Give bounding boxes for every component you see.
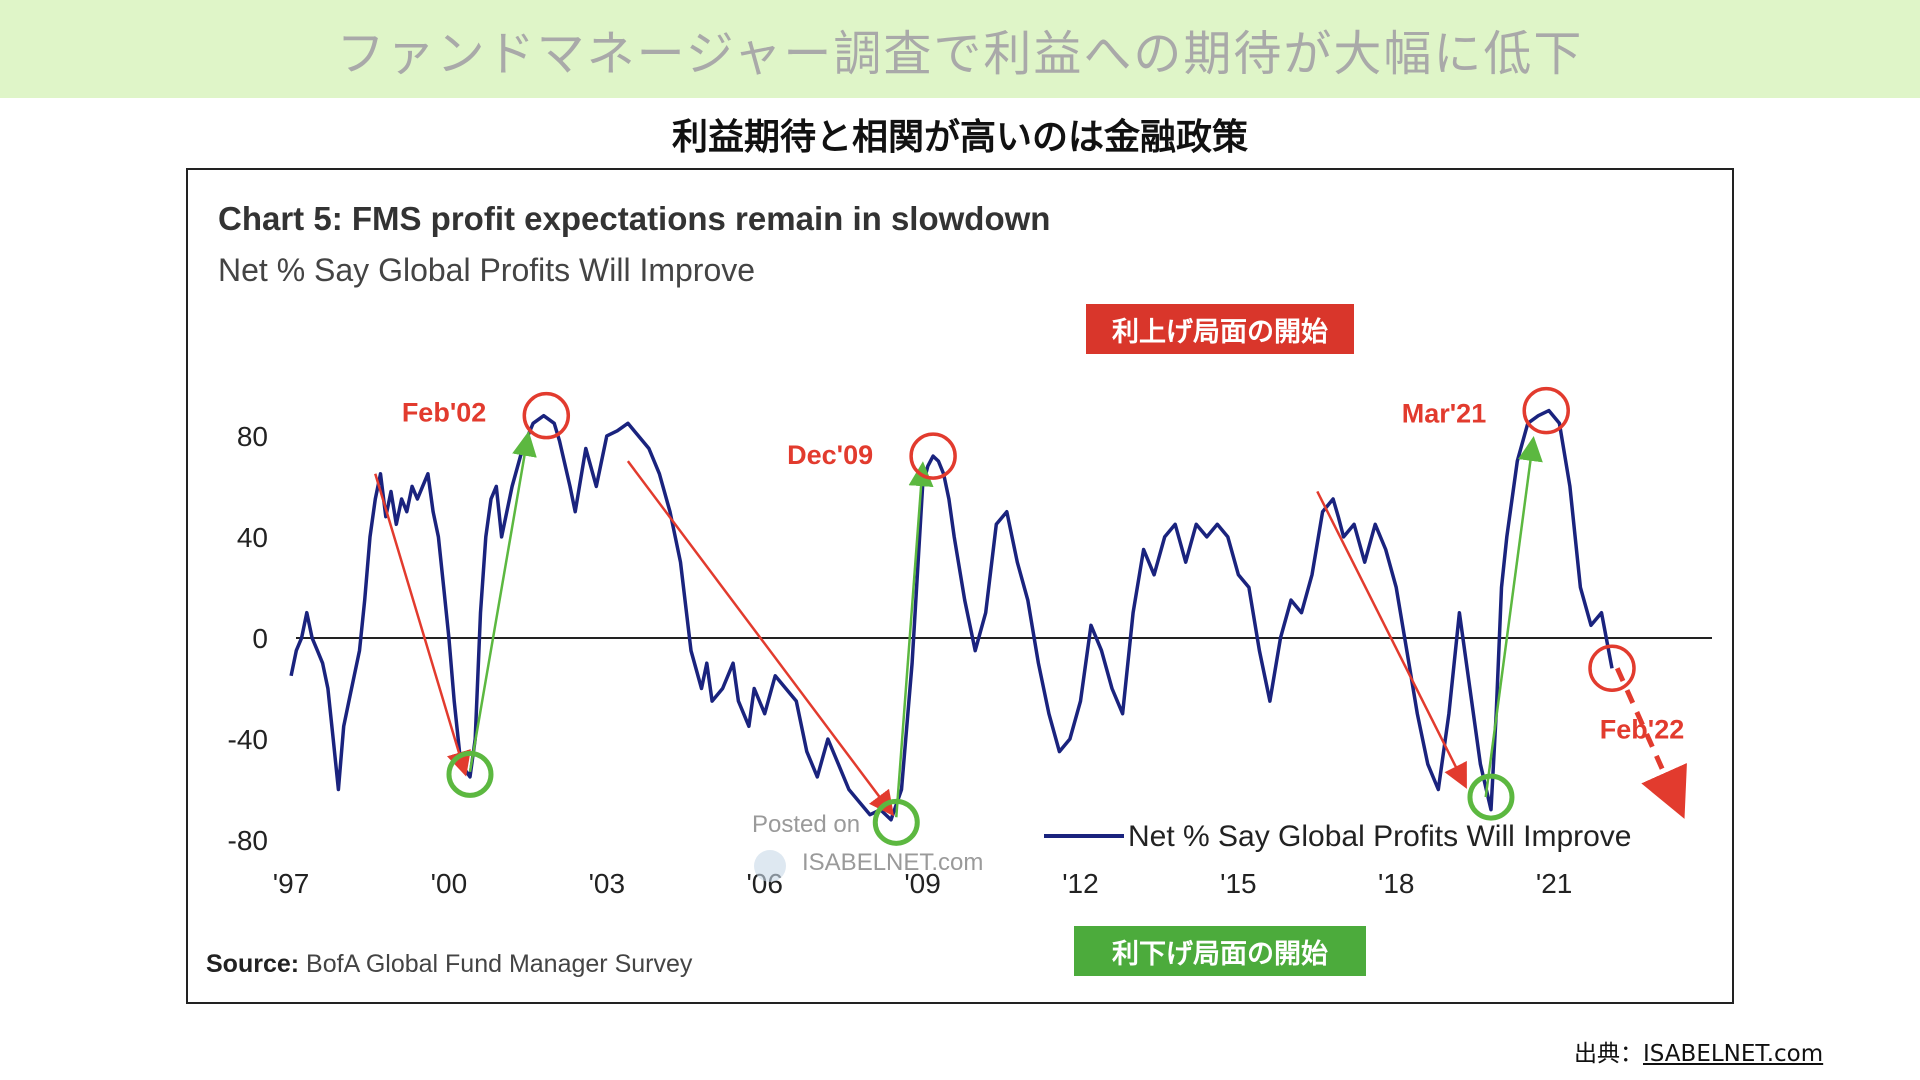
peak-marker: [522, 391, 571, 440]
legend-label: Net % Say Global Profits Will Improve: [1128, 820, 1631, 853]
projection-arrow: [1614, 667, 1687, 819]
peak-marker: [1522, 386, 1570, 435]
title-banner: ファンドマネージャー調査で利益への期待が大幅に低下: [0, 0, 1920, 98]
x-tick-label: '21: [1536, 868, 1573, 899]
chart-subtitle: Net % Say Global Profits Will Improve: [218, 252, 756, 288]
x-tick-label: '09: [904, 868, 941, 899]
watermark-site: ISABELNET.com: [802, 849, 983, 876]
decline-arrow: [374, 473, 471, 777]
source-text: BofA Global Fund Manager Survey: [306, 950, 693, 978]
rate-hike-start-tag: 利上げ局面の開始: [1086, 304, 1354, 354]
recovery-arrow: [1484, 435, 1543, 798]
x-tick-label: '12: [1062, 868, 1099, 899]
trough-marker: [1467, 773, 1515, 821]
page-subtitle: 利益期待と相関が高いのは金融政策: [671, 117, 1248, 158]
decline-arrow: [1316, 490, 1467, 789]
y-tick-label: 80: [237, 421, 268, 452]
watermark-globe-icon: [754, 850, 786, 882]
y-tick-label: 40: [237, 522, 268, 553]
annotation-label: Dec'09: [787, 440, 873, 470]
y-tick-label: -80: [228, 825, 268, 856]
recovery-arrow: [468, 430, 537, 773]
x-tick-label: '03: [589, 868, 626, 899]
annotation-label: Mar'21: [1402, 399, 1486, 429]
series-line: [289, 408, 1614, 822]
x-tick-label: '97: [273, 868, 310, 899]
watermark-posted: Posted on: [752, 811, 860, 838]
decline-arrow: [626, 460, 895, 817]
peak-marker: [909, 432, 957, 480]
chart-source: Source: BofA Global Fund Manager Survey: [206, 950, 692, 979]
credit-link[interactable]: ISABELNET.com: [1643, 1041, 1824, 1067]
chart-title: Chart 5: FMS profit expectations remain …: [218, 200, 1051, 237]
rate-cut-start-tag: 利下げ局面の開始: [1074, 926, 1366, 976]
y-tick-label: 0: [252, 623, 268, 654]
x-tick-label: '18: [1378, 868, 1415, 899]
annotation-label: Feb'02: [402, 398, 486, 428]
y-tick-label: -40: [228, 724, 268, 755]
credit-prefix: 出典：: [1574, 1041, 1643, 1067]
peak-marker: [1588, 644, 1636, 693]
x-tick-label: '00: [431, 868, 468, 899]
source-label: Source:: [206, 950, 300, 978]
recovery-arrow: [895, 461, 934, 818]
banner-title: ファンドマネージャー調査で利益への期待が大幅に低下: [336, 26, 1584, 82]
credit: 出典：ISABELNET.com: [1574, 1034, 1823, 1068]
trough-marker: [446, 750, 494, 798]
trough-marker: [872, 798, 920, 846]
x-tick-label: '15: [1220, 868, 1257, 899]
